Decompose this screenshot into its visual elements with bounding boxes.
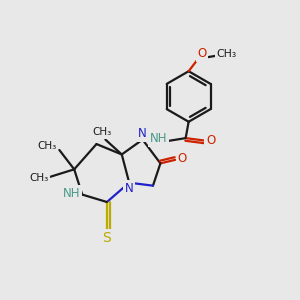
Text: N: N (138, 127, 147, 140)
Text: NH: NH (150, 132, 167, 145)
Text: CH₃: CH₃ (29, 173, 49, 183)
Text: N: N (125, 182, 134, 195)
Text: O: O (177, 152, 186, 165)
Text: CH₃: CH₃ (92, 127, 112, 137)
Text: CH₃: CH₃ (216, 49, 236, 59)
Text: O: O (206, 134, 215, 147)
Text: O: O (197, 47, 207, 61)
Text: S: S (103, 231, 111, 245)
Text: CH₃: CH₃ (37, 141, 56, 152)
Text: NH: NH (63, 187, 81, 200)
